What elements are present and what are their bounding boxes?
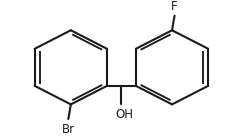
Text: Br: Br xyxy=(61,123,75,136)
Text: OH: OH xyxy=(114,108,133,121)
Text: F: F xyxy=(171,0,177,13)
